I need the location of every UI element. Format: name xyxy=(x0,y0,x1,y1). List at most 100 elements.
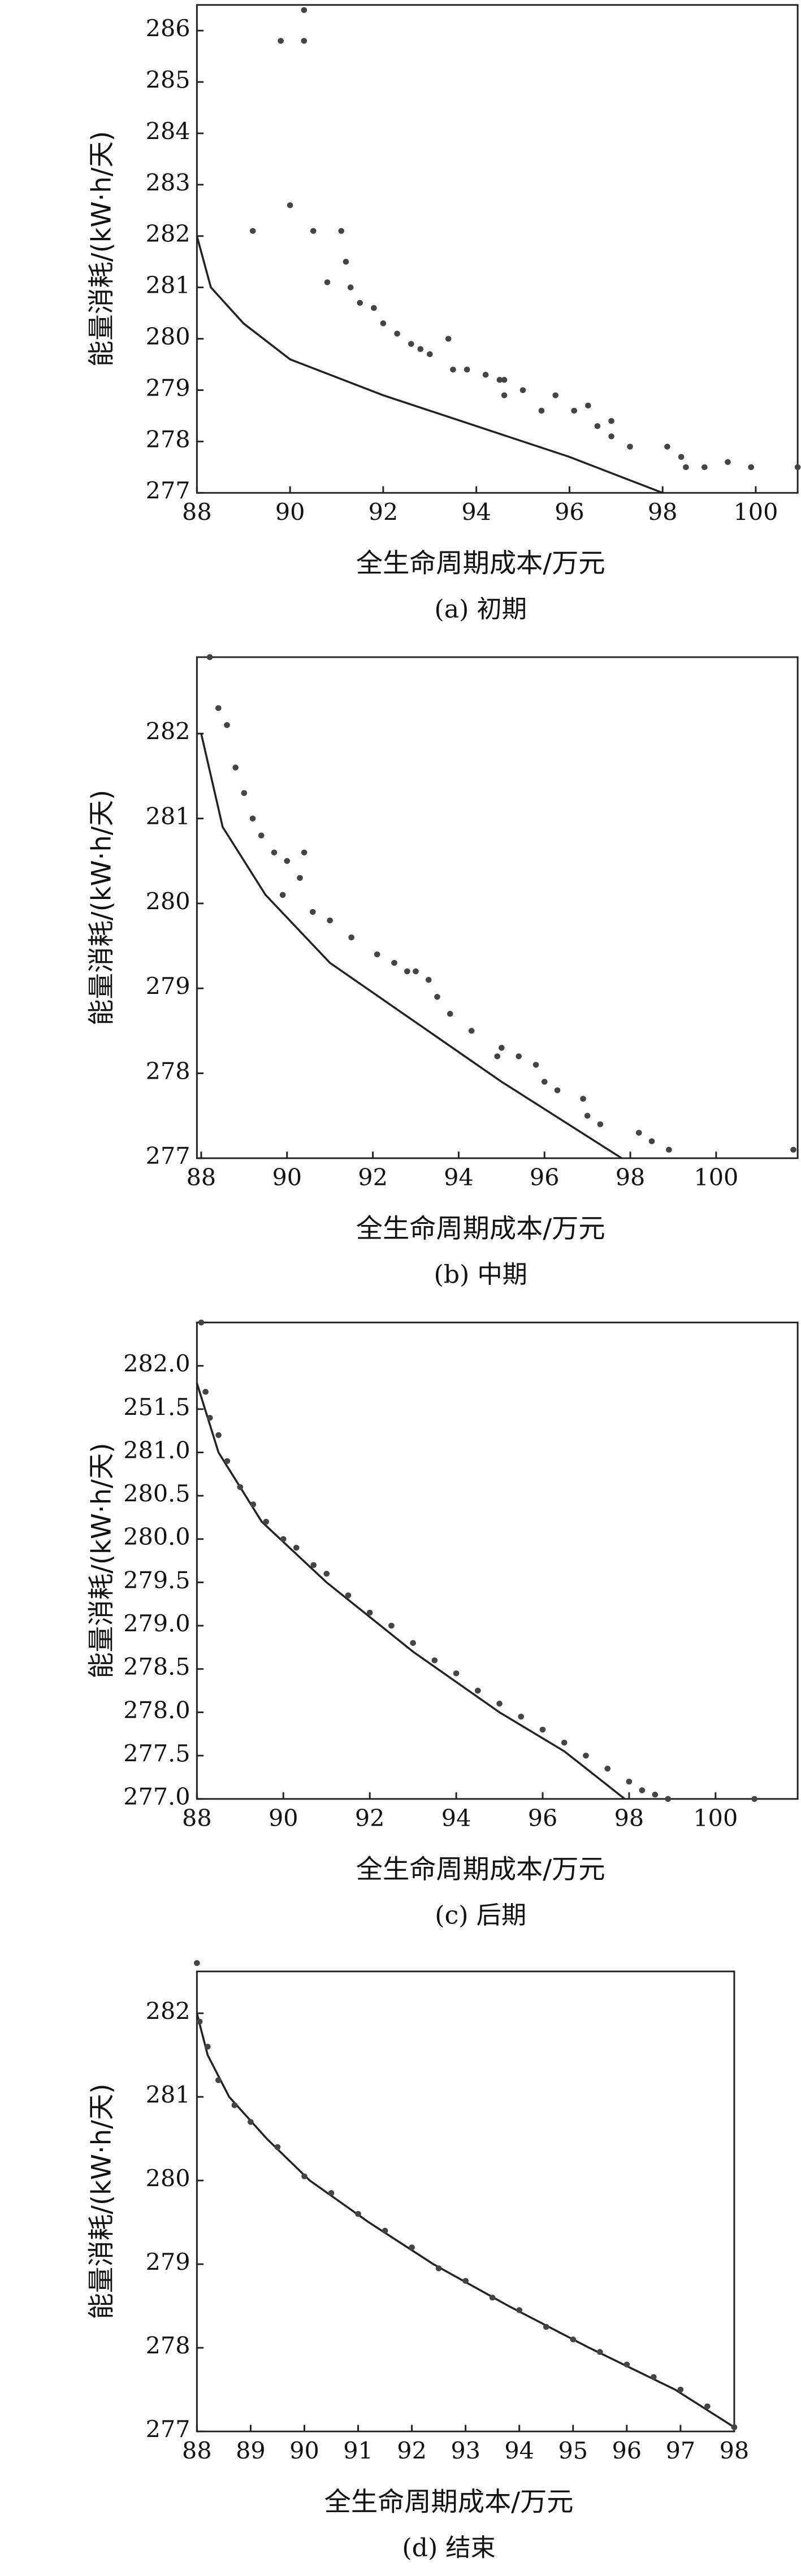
point xyxy=(408,341,414,347)
point xyxy=(232,764,239,771)
point xyxy=(198,1319,205,1326)
point xyxy=(552,392,559,398)
point xyxy=(596,2349,603,2355)
y-tick-label: 278.5 xyxy=(123,1653,190,1680)
y-tick-label: 278 xyxy=(146,426,190,453)
point xyxy=(677,2386,684,2393)
point xyxy=(584,1113,591,1119)
point xyxy=(516,2307,523,2313)
x-tick-label: 91 xyxy=(343,2438,373,2465)
point xyxy=(278,38,284,44)
plot-frame xyxy=(196,1322,799,1800)
point xyxy=(532,1062,539,1068)
x-tick-label: 96 xyxy=(555,499,584,526)
x-tick-label: 95 xyxy=(558,2438,588,2465)
point xyxy=(794,464,801,471)
point xyxy=(704,2403,711,2409)
point xyxy=(347,284,354,290)
point xyxy=(388,1622,395,1629)
y-tick-label: 280.0 xyxy=(123,1524,190,1551)
point xyxy=(648,1138,655,1144)
point xyxy=(248,2119,254,2125)
caption: (d) 结束 xyxy=(402,2534,496,2562)
point xyxy=(608,418,614,424)
caption: (c) 后期 xyxy=(435,1901,526,1930)
point xyxy=(426,351,433,358)
point xyxy=(366,1609,373,1616)
point xyxy=(215,705,222,711)
x-tick-label: 90 xyxy=(272,1164,302,1191)
x-tick-label: 98 xyxy=(614,1805,644,1832)
point xyxy=(205,2044,211,2050)
x-tick-label: 94 xyxy=(461,499,491,526)
point xyxy=(434,993,440,1000)
point xyxy=(445,336,452,342)
point xyxy=(538,407,545,414)
point xyxy=(425,976,432,983)
point xyxy=(237,1484,244,1491)
y-tick-label: 280 xyxy=(146,888,190,915)
point xyxy=(748,464,755,471)
y-axis-label: 能量消耗/(kW·h/天) xyxy=(86,790,117,1026)
point xyxy=(597,1121,604,1127)
point xyxy=(561,1739,568,1746)
y-tick-label: 281 xyxy=(146,272,190,299)
y-tick-label: 277 xyxy=(146,2416,190,2443)
x-tick-label: 96 xyxy=(612,2438,642,2465)
x-axis-label: 全生命周期成本/万元 xyxy=(356,548,605,579)
front-curve xyxy=(200,733,622,1159)
point xyxy=(494,1053,501,1059)
y-tick-label: 283 xyxy=(146,170,190,197)
x-tick-label: 94 xyxy=(441,1805,471,1832)
point xyxy=(382,2227,388,2234)
x-tick-label: 88 xyxy=(182,2438,212,2465)
point xyxy=(343,258,349,265)
point xyxy=(249,228,256,234)
x-tick-label: 98 xyxy=(720,2438,750,2465)
x-tick-label: 90 xyxy=(269,1805,298,1832)
y-tick-label: 280.5 xyxy=(123,1480,190,1508)
point xyxy=(374,951,380,958)
point xyxy=(475,1687,481,1694)
y-tick-label: 281 xyxy=(146,2082,190,2109)
y-tick-label: 281 xyxy=(146,803,190,830)
x-axis-label: 全生命周期成本/万元 xyxy=(356,1213,605,1244)
point xyxy=(297,875,303,881)
plot-frame xyxy=(196,1970,735,2432)
x-tick-label: 92 xyxy=(369,499,399,526)
point xyxy=(501,377,508,383)
front-curve xyxy=(196,236,663,494)
x-tick-label: 89 xyxy=(236,2438,266,2465)
point xyxy=(516,1053,522,1059)
point xyxy=(324,279,331,285)
point xyxy=(348,934,354,941)
front-curve xyxy=(196,2013,735,2429)
point xyxy=(206,1414,213,1421)
point xyxy=(231,2102,238,2109)
y-tick-label: 277.0 xyxy=(123,1783,190,1810)
point xyxy=(666,1146,672,1153)
point xyxy=(583,1752,589,1759)
x-tick-label: 94 xyxy=(504,2438,534,2465)
point xyxy=(489,2295,496,2301)
point xyxy=(462,2278,469,2284)
point xyxy=(450,366,456,373)
point xyxy=(357,299,363,306)
point xyxy=(496,377,503,383)
point xyxy=(639,1787,646,1793)
point xyxy=(241,790,248,796)
point xyxy=(323,1570,330,1577)
x-tick-label: 90 xyxy=(275,499,305,526)
point xyxy=(258,832,265,839)
point xyxy=(683,464,689,471)
point xyxy=(608,433,614,440)
point xyxy=(498,1045,505,1051)
point xyxy=(554,1087,561,1093)
y-tick-label: 279.0 xyxy=(123,1610,190,1637)
point xyxy=(327,917,333,924)
point xyxy=(274,2144,281,2151)
point xyxy=(635,1130,642,1136)
caption: (b) 中期 xyxy=(434,1261,527,1289)
